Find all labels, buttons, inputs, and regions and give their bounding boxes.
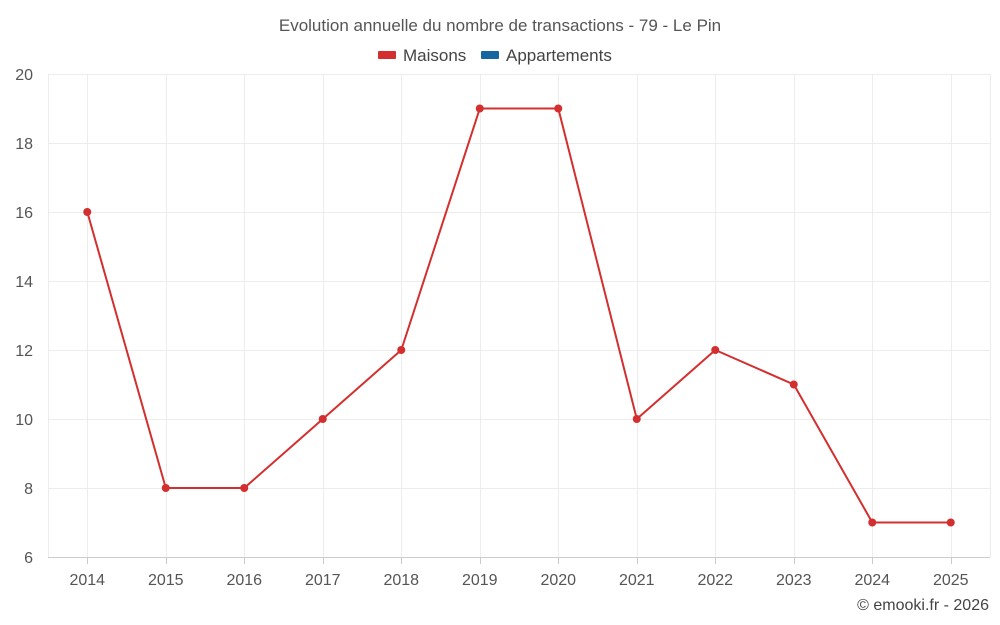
legend: Maisons Appartements [378,46,612,65]
y-tick-label: 6 [24,550,33,567]
series-line-maisons[interactable] [86,107,951,524]
y-tick-label: 12 [15,343,33,360]
x-tick-label: 2014 [69,572,105,589]
legend-label-maisons[interactable]: Maisons [403,46,466,65]
data-point-maisons[interactable] [711,346,720,354]
credit-text: © emooki.fr - 2026 [857,597,989,614]
x-tick-label: 2020 [540,572,576,589]
legend-swatch-appartements[interactable] [481,51,499,59]
chart-title: Evolution annuelle du nombre de transact… [279,16,721,35]
data-point-maisons[interactable] [475,104,484,113]
x-tick-label: 2015 [148,572,184,589]
legend-swatch-maisons[interactable] [378,51,396,59]
data-point-maisons[interactable] [161,484,170,492]
data-point-maisons[interactable] [946,518,955,527]
data-point-maisons[interactable] [868,518,877,527]
y-axis: 6 8 10 12 14 16 18 20 [15,67,33,567]
x-tick-label: 2018 [383,572,419,589]
x-tick-label: 2024 [854,572,890,589]
y-tick-label: 20 [15,67,33,84]
y-tick-label: 18 [15,136,33,153]
data-point-maisons[interactable] [789,380,798,389]
data-point-maisons[interactable] [240,484,249,492]
data-point-maisons[interactable] [83,208,92,216]
legend-label-appartements[interactable]: Appartements [506,46,612,65]
x-tick-label: 2017 [305,572,341,589]
data-point-maisons[interactable] [397,346,406,354]
x-tick-label: 2021 [619,572,655,589]
data-point-maisons[interactable] [632,415,641,423]
y-tick-label: 16 [15,205,33,222]
y-tick-label: 8 [24,481,33,498]
data-point-maisons[interactable] [554,104,563,113]
x-tick-label: 2023 [776,572,812,589]
x-tick-label: 2025 [933,572,969,589]
y-tick-label: 14 [15,274,33,291]
data-point-maisons[interactable] [318,415,327,423]
x-tick-label: 2016 [226,572,262,589]
x-tick-label: 2022 [697,572,733,589]
x-axis: 2014 2015 2016 2017 2018 2019 2020 2021 2022 2023… [69,557,969,589]
grid [48,74,991,557]
y-tick-label: 10 [15,412,33,429]
x-tick-label: 2019 [462,572,498,589]
series-layer [83,104,955,527]
